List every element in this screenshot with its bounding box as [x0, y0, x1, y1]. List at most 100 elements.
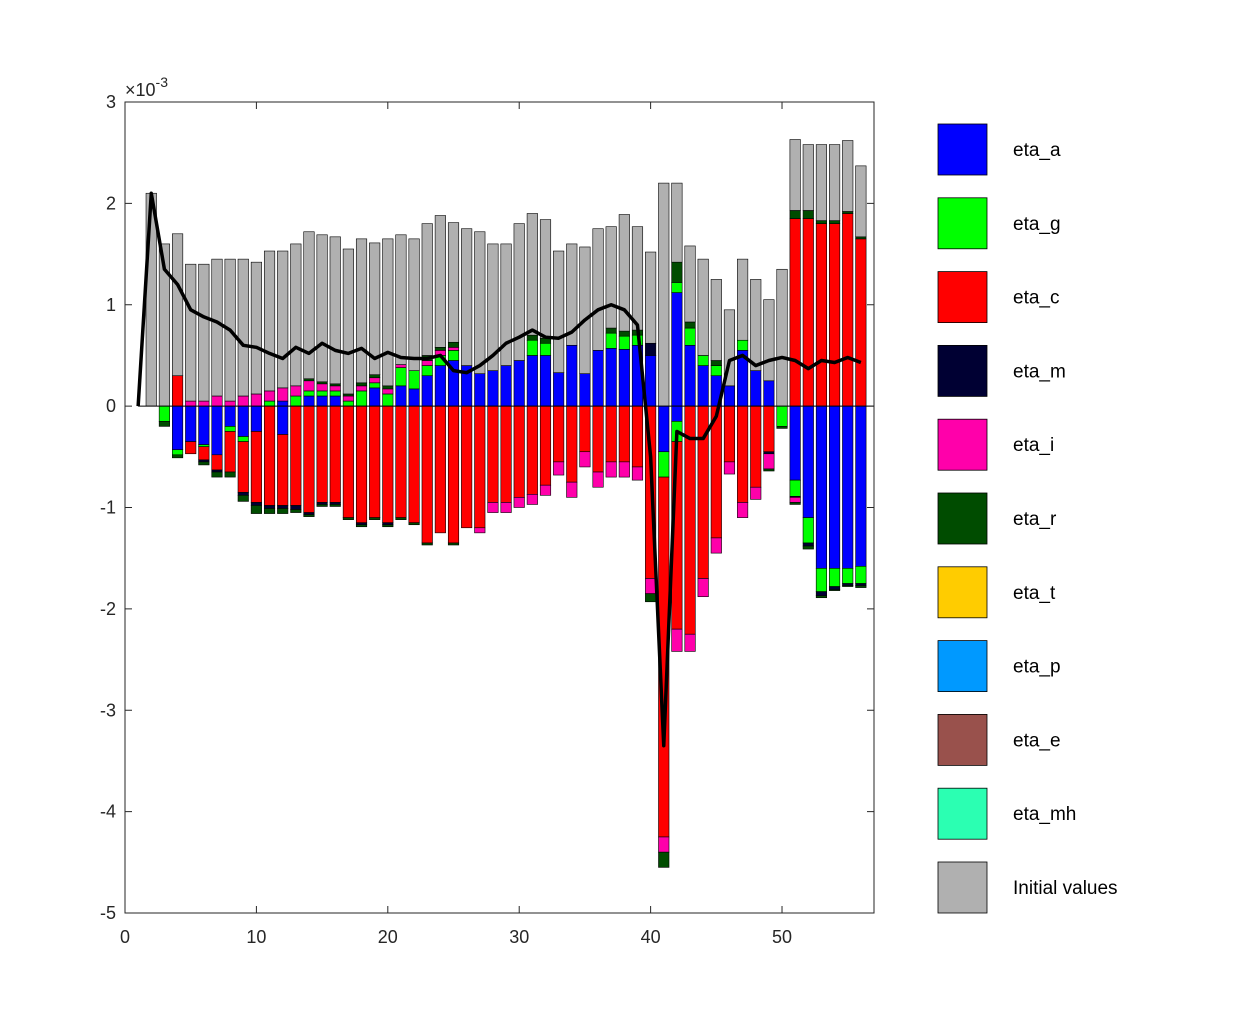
legend-label: eta_g: [1013, 214, 1061, 235]
bar-segment: [408, 405, 420, 524]
bar-segment: [723, 405, 736, 463]
bar-segment: [172, 454, 184, 459]
bar-segment: [684, 245, 696, 323]
bar-segment: [198, 400, 210, 407]
bar-segment: [802, 405, 814, 518]
bar-segment: [211, 405, 223, 456]
bar-segment: [737, 339, 749, 351]
bar-segment: [447, 405, 460, 544]
bar-segment: [776, 426, 788, 429]
bar-segment: [263, 400, 276, 407]
bar-segment: [172, 375, 184, 407]
bar-segment: [815, 591, 827, 596]
bar-segment: [789, 218, 801, 407]
bar-segment: [618, 461, 630, 478]
bar-segment: [631, 405, 644, 468]
bar-segment: [474, 405, 486, 529]
bar-segment: [277, 387, 289, 402]
bar-segment: [539, 484, 552, 496]
legend-swatch: [937, 861, 988, 914]
bar-segment: [802, 210, 814, 219]
bar-segment: [172, 233, 184, 377]
bar-segment: [329, 502, 341, 505]
bar-segment: [250, 505, 262, 514]
bar-segment: [553, 461, 565, 476]
bar-segment: [513, 223, 525, 361]
y-tick-label: 3: [106, 92, 116, 112]
bar-segment: [855, 583, 867, 586]
legend-swatch: [937, 492, 988, 545]
bar-segment: [842, 211, 854, 214]
bar-segment: [263, 390, 276, 402]
bar-segment: [434, 215, 446, 348]
bar-segment: [566, 344, 578, 407]
bar-segment: [382, 524, 394, 528]
bar-segment: [487, 502, 499, 513]
bar-segment: [369, 242, 381, 375]
bar-segment: [211, 454, 223, 471]
bar-segment: [211, 258, 223, 397]
bar-segment: [579, 373, 591, 407]
legend-label: Initial values: [1013, 878, 1118, 899]
bar-segment: [185, 400, 197, 407]
bar-segment: [855, 585, 867, 588]
bar-segment: [395, 405, 407, 518]
legend-swatch: [937, 640, 988, 692]
legend-label: eta_r: [1013, 509, 1057, 530]
bar-segment: [671, 628, 683, 652]
bar-segment: [237, 491, 249, 496]
bar-segment: [553, 372, 565, 407]
bar-segment: [579, 451, 591, 468]
bar-segment: [500, 405, 512, 503]
bar-segment: [815, 144, 827, 221]
bar-segment: [802, 545, 814, 550]
bar-segment: [842, 140, 854, 212]
bar-segment: [263, 505, 276, 509]
bar-segment: [447, 222, 460, 343]
bar-segment: [329, 236, 341, 385]
bar-segment: [750, 486, 762, 500]
bar-segment: [500, 502, 512, 513]
bar-segment: [316, 504, 328, 507]
bar-segment: [198, 459, 210, 463]
y-tick-label: -1: [100, 498, 116, 518]
bar-segment: [316, 395, 328, 407]
bar-segment: [447, 347, 460, 351]
bar-segment: [789, 139, 801, 211]
bar-segment: [513, 405, 525, 498]
bar-segment: [776, 405, 788, 427]
bar-segment: [342, 405, 354, 518]
bar-segment: [237, 405, 249, 437]
bar-segment: [211, 469, 223, 473]
bar-segment: [303, 512, 315, 515]
bar-segment: [855, 236, 867, 240]
bar-segment: [277, 508, 289, 514]
legend-swatch: [937, 123, 988, 176]
bar-segment: [447, 542, 460, 546]
bar-segment: [526, 334, 538, 341]
bar-segment: [645, 251, 657, 344]
bar-segment: [434, 365, 446, 407]
bar-segment: [290, 509, 302, 513]
bar-segment: [474, 231, 486, 374]
bar-segment: [671, 405, 683, 422]
bar-segment: [684, 633, 696, 652]
legend-swatch: [937, 566, 988, 619]
bar-segment: [697, 355, 709, 366]
bar-segment: [737, 258, 749, 341]
bar-segment: [710, 365, 722, 377]
bar-segment: [408, 370, 420, 390]
bar-segment: [487, 370, 499, 407]
bar-segment: [592, 405, 604, 473]
bar-segment: [658, 451, 670, 478]
bar-segment: [290, 243, 302, 387]
bar-segment: [631, 226, 644, 331]
bar-segment: [369, 382, 381, 389]
bar-segment: [605, 226, 617, 329]
bar-segment: [382, 238, 394, 387]
bar-segment: [750, 405, 762, 488]
bar-segment: [198, 446, 210, 461]
bar-segment: [369, 517, 381, 520]
bar-segment: [671, 182, 683, 263]
x-tick-label: 40: [641, 927, 661, 947]
